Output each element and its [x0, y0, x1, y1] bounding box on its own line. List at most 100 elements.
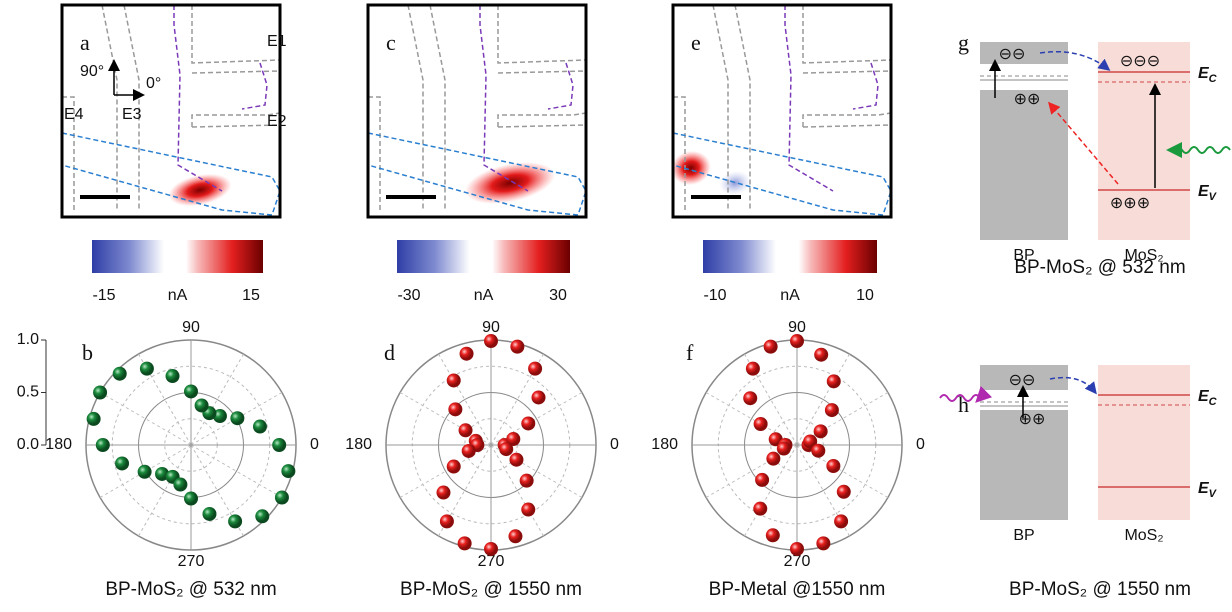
data-point — [826, 459, 840, 473]
data-point — [790, 334, 804, 348]
data-point — [195, 398, 209, 412]
figure: a90°0°E1E2E3E4-1515nAc-3030nAe-1010nA090… — [0, 0, 1232, 612]
energy-label: EC — [1198, 65, 1218, 85]
electrode-label: E4 — [64, 106, 84, 123]
colorbar-unit: nA — [168, 287, 188, 304]
electrons: ⊖⊖ — [999, 46, 1026, 63]
colorbar — [703, 240, 877, 273]
data-point — [528, 362, 542, 376]
data-point — [184, 492, 198, 506]
data-point — [230, 411, 244, 425]
radial-tick-label: 0.5 — [17, 384, 39, 401]
data-point — [816, 536, 830, 550]
data-point — [93, 386, 107, 400]
data-point — [255, 509, 269, 523]
data-point — [96, 438, 110, 452]
map-background — [62, 5, 280, 217]
panel-letter: g — [958, 30, 969, 55]
data-point — [508, 529, 522, 543]
caption: BP-MoS₂ @ 532 nm — [1014, 257, 1185, 278]
angle-label: 0 — [610, 436, 619, 453]
colorbar-tick-label: 10 — [856, 287, 874, 304]
caption: BP-MoS₂ @ 532 nm — [105, 579, 276, 600]
data-point — [755, 473, 769, 487]
angle-label: 90 — [482, 319, 500, 336]
caption: BP-Metal @1550 nm — [709, 579, 886, 600]
data-point — [520, 474, 534, 488]
angle-label: 90 — [182, 319, 200, 336]
data-point — [521, 503, 535, 517]
angle-label: 0 — [310, 436, 319, 453]
data-point — [462, 444, 476, 458]
data-point — [138, 465, 152, 479]
data-point — [228, 514, 242, 528]
data-point — [173, 478, 187, 492]
energy-subscript: V — [1209, 191, 1218, 203]
caption: BP-MoS₂ @ 1550 nm — [400, 579, 582, 600]
data-point — [837, 485, 851, 499]
data-point — [447, 373, 461, 387]
radial-tick-label: 0.0 — [17, 436, 39, 453]
panel-letter: e — [691, 30, 701, 55]
data-point — [754, 417, 768, 431]
electrode-label: E1 — [267, 33, 287, 50]
colorbar — [92, 240, 263, 273]
data-point — [281, 464, 295, 478]
data-point — [777, 442, 791, 456]
map-panel — [62, 5, 280, 217]
colorbar-tick-label: 30 — [549, 287, 567, 304]
data-point — [827, 374, 841, 388]
electrode-label: E3 — [122, 106, 142, 123]
data-point — [275, 491, 289, 505]
panel-letter: b — [82, 340, 93, 365]
colorbar — [397, 240, 570, 273]
data-point — [184, 384, 198, 398]
data-point — [166, 369, 180, 383]
data-point — [825, 403, 839, 417]
data-point — [115, 456, 129, 470]
data-point — [499, 442, 513, 456]
data-point — [436, 486, 450, 500]
data-point — [746, 362, 760, 376]
data-point — [814, 348, 828, 362]
axis-label: 0° — [146, 75, 161, 92]
electrode-label: E2 — [267, 113, 287, 130]
data-point — [753, 502, 767, 516]
colorbar-tick-label: -15 — [92, 287, 115, 304]
data-point — [113, 367, 127, 381]
data-point — [458, 536, 472, 550]
colorbar-tick-label: -10 — [703, 287, 726, 304]
angle-label: 180 — [345, 436, 372, 453]
colorbar-tick-label: 15 — [242, 287, 260, 304]
map-background — [673, 5, 891, 217]
map-panel — [668, 5, 891, 217]
panel-letter: a — [80, 30, 90, 55]
data-point — [743, 391, 757, 405]
energy-label: EC — [1198, 388, 1218, 408]
angle-label: 180 — [651, 436, 678, 453]
colorbar-unit: nA — [474, 287, 494, 304]
energy-label: EV — [1198, 183, 1218, 203]
mos2-band — [1098, 365, 1190, 520]
angle-label: 180 — [45, 436, 72, 453]
data-point — [834, 514, 848, 528]
energy-subscript: C — [1209, 396, 1218, 408]
material-label: BP — [1013, 527, 1034, 544]
material-label: MoS₂ — [1124, 527, 1163, 544]
panel-letter: d — [384, 340, 395, 365]
data-point — [202, 507, 216, 521]
panel-letter: c — [386, 30, 396, 55]
data-point — [766, 528, 780, 542]
data-point — [140, 362, 154, 376]
panel-letter: f — [686, 340, 694, 365]
colorbar-tick-label: -30 — [397, 287, 420, 304]
data-point — [448, 402, 462, 416]
data-point — [460, 347, 474, 361]
data-point — [87, 412, 101, 426]
data-point — [790, 542, 804, 556]
data-point — [811, 444, 825, 458]
data-point — [253, 420, 267, 434]
data-point — [510, 340, 524, 354]
energy-subscript: V — [1209, 488, 1218, 500]
data-point — [484, 334, 498, 348]
